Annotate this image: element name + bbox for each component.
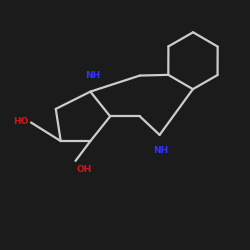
Text: NH: NH xyxy=(85,72,100,80)
Text: NH: NH xyxy=(153,146,168,155)
Text: HO: HO xyxy=(13,117,28,126)
Text: OH: OH xyxy=(77,164,92,173)
